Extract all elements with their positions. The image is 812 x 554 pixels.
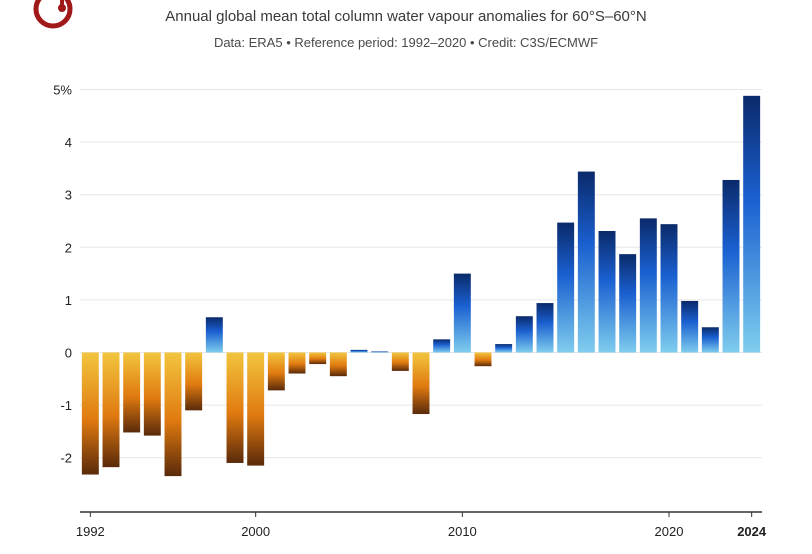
bar-2023: [722, 179, 740, 353]
y-tick-label: 2: [65, 240, 72, 255]
bar-1993: [102, 352, 120, 468]
chart-title: Annual global mean total column water va…: [165, 8, 647, 25]
y-tick-label: 0: [65, 346, 72, 361]
bar-2015: [557, 222, 575, 353]
bar-2021: [681, 300, 699, 353]
bar-2001: [267, 352, 285, 391]
bar-2014: [536, 303, 554, 353]
bar-2000: [247, 352, 265, 466]
x-tick-label: 2000: [241, 524, 270, 539]
y-tick-label: 5%: [53, 83, 72, 98]
x-tick-label: 1992: [76, 524, 105, 539]
bar-2016: [577, 171, 595, 353]
bar-2022: [701, 327, 719, 353]
bar-1998: [205, 317, 223, 353]
bar-2004: [329, 352, 347, 377]
bar-2007: [391, 352, 409, 371]
bar-2008: [412, 352, 430, 415]
bar-2009: [433, 339, 451, 353]
x-tick-label: 2010: [448, 524, 477, 539]
bar-2013: [515, 316, 533, 353]
chart-subtitle: Data: ERA5 • Reference period: 1992–2020…: [213, 35, 599, 50]
bar-2019: [639, 218, 657, 353]
y-tick-label: -1: [60, 398, 72, 413]
bar-1997: [185, 352, 203, 411]
bar-1992: [81, 352, 99, 475]
bar-2005: [350, 349, 368, 353]
bar-2010: [453, 273, 471, 353]
bar-2003: [309, 352, 327, 365]
bar-1994: [123, 352, 141, 433]
y-tick-label: 3: [65, 188, 72, 203]
bar-1999: [226, 352, 244, 463]
y-tick-label: 4: [65, 135, 72, 150]
y-tick-label: 1: [65, 293, 72, 308]
bar-2011: [474, 352, 492, 367]
bar-1995: [143, 352, 161, 436]
bar-2020: [660, 224, 678, 353]
y-tick-label: -2: [60, 451, 72, 466]
thermometer-logo-icon: [33, 0, 73, 29]
bar-2006: [371, 351, 389, 353]
bar-1996: [164, 352, 182, 477]
bar-2018: [619, 254, 637, 353]
bar-2012: [495, 344, 513, 353]
x-tick-label: 2024: [737, 524, 767, 539]
bar-2017: [598, 230, 616, 353]
bar-2024: [743, 95, 761, 353]
bar-2002: [288, 352, 306, 374]
x-tick-label: 2020: [655, 524, 684, 539]
